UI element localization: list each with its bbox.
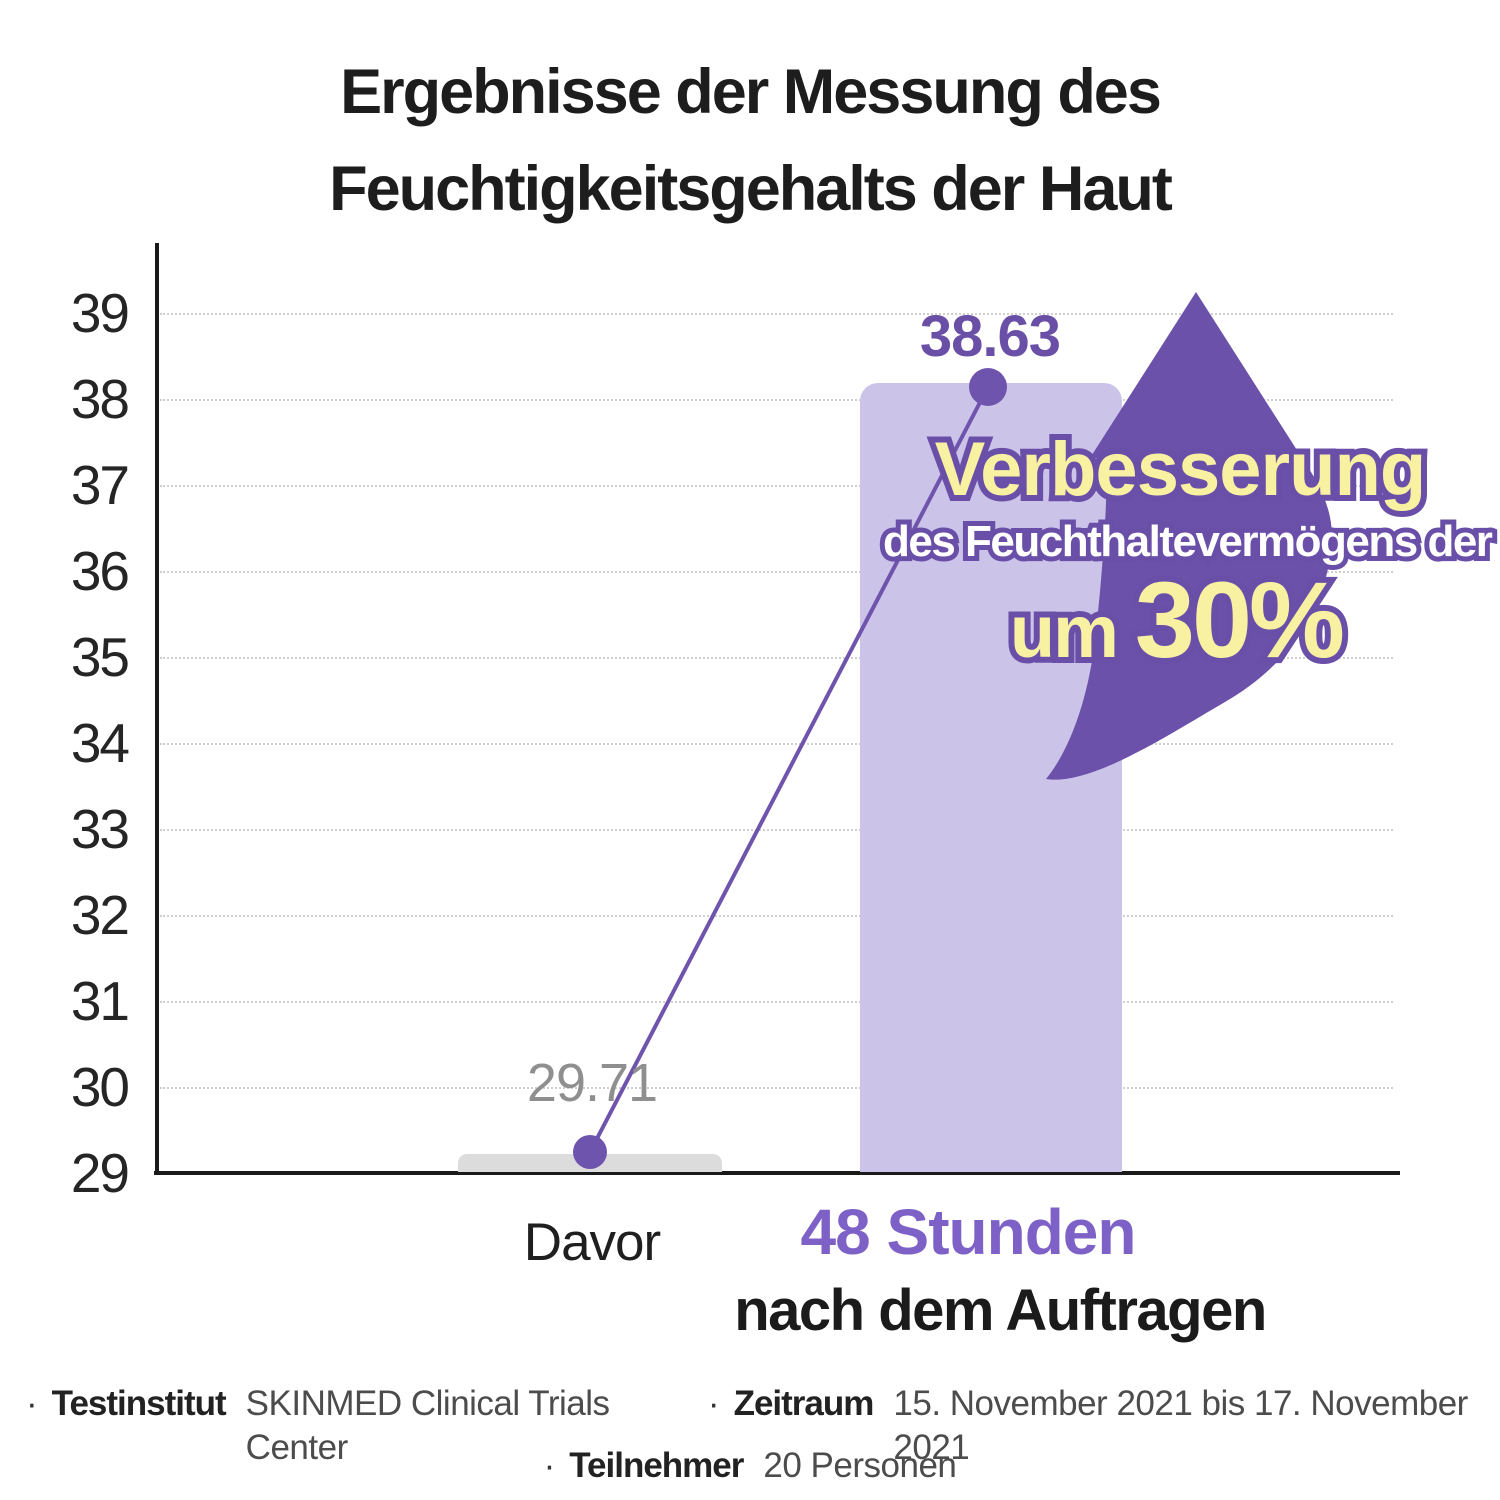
y-tick-label-34: 34: [70, 712, 130, 774]
bullet-icon: ·: [26, 1384, 38, 1423]
page-title: Ergebnisse der Messung des Feuchtigkeits…: [0, 44, 1500, 238]
y-tick-label-39: 39: [70, 282, 130, 344]
footer-line-2: · Teilnehmer 20 Personen: [0, 1444, 1500, 1488]
footer-item-testinstitut: · Testinstitut SKINMED Clinical Trials C…: [26, 1382, 656, 1470]
callout-verbesserung-outline: Verbesserung: [929, 421, 1433, 518]
footer-label: Teilnehmer: [569, 1446, 744, 1485]
footer-label: Testinstitut: [51, 1384, 227, 1423]
gridline-34: [160, 743, 1393, 745]
callout-subline: des Feuchthaltevermögens der Haut des Fe…: [878, 512, 1500, 571]
x-label-davor: Davor: [523, 1213, 661, 1272]
title-line-1: Ergebnisse der Messung des: [340, 57, 1162, 127]
callout-subline-text: des Feuchthaltevermögens der Haut: [883, 517, 1500, 566]
gridline-31: [160, 1001, 1393, 1003]
y-tick-label-32: 32: [70, 884, 130, 946]
callout-verbesserung-text: Verbesserung: [934, 427, 1427, 512]
gridline-39: [160, 313, 1393, 315]
callout-percentage-text: um 30%: [1009, 559, 1345, 680]
x-label-nach-dem-auftragen: nach dem Auftragen: [734, 1278, 1267, 1343]
y-tick-label-33: 33: [70, 798, 130, 860]
x-label-48-stunden: 48 Stunden: [800, 1196, 1137, 1268]
callout-verbesserung: Verbesserung Verbesserung: [880, 421, 1480, 518]
callout-subline-outline: des Feuchthaltevermögens der Haut: [878, 512, 1500, 571]
callout-percentage: um 30% um 30%: [876, 554, 1476, 713]
y-tick-label-37: 37: [70, 454, 130, 516]
gridline-32: [160, 915, 1393, 917]
bullet-icon: ·: [707, 1384, 720, 1423]
footer-value: 20 Personen: [763, 1446, 957, 1485]
footer-label: Zeitraum: [733, 1384, 875, 1423]
y-tick-label-38: 38: [70, 368, 130, 430]
x-axis-line: [154, 1171, 1400, 1175]
title-line-2: Feuchtigkeitsgehalts der Haut: [329, 154, 1173, 224]
footer-item-zeitraum: · Zeitraum 15. November 2021 bis 17. Nov…: [708, 1382, 1474, 1470]
footer-value: 15. November 2021 bis 17. November 2021: [893, 1384, 1468, 1467]
gridline-30: [160, 1087, 1393, 1089]
callout-percentage-outline: um 30%: [1004, 554, 1351, 686]
y-tick-label-35: 35: [70, 626, 130, 688]
bar-davor: [458, 1154, 722, 1172]
bullet-icon: ·: [543, 1446, 556, 1485]
y-tick-label-30: 30: [70, 1056, 130, 1118]
footer-line-1: · Testinstitut SKINMED Clinical Trials C…: [0, 1382, 1500, 1470]
y-tick-label-36: 36: [70, 540, 130, 602]
gridline-33: [160, 829, 1393, 831]
value-label-after: 38.63: [919, 304, 1061, 369]
y-axis-line: [155, 243, 159, 1173]
footer-value: SKINMED Clinical Trials Center: [245, 1384, 610, 1467]
y-tick-label-31: 31: [70, 970, 130, 1032]
value-label-before: 29.71: [526, 1053, 658, 1113]
footer-item-teilnehmer: · Teilnehmer 20 Personen: [544, 1444, 957, 1488]
y-tick-label-29: 29: [70, 1142, 130, 1204]
gridline-38: [160, 399, 1393, 401]
